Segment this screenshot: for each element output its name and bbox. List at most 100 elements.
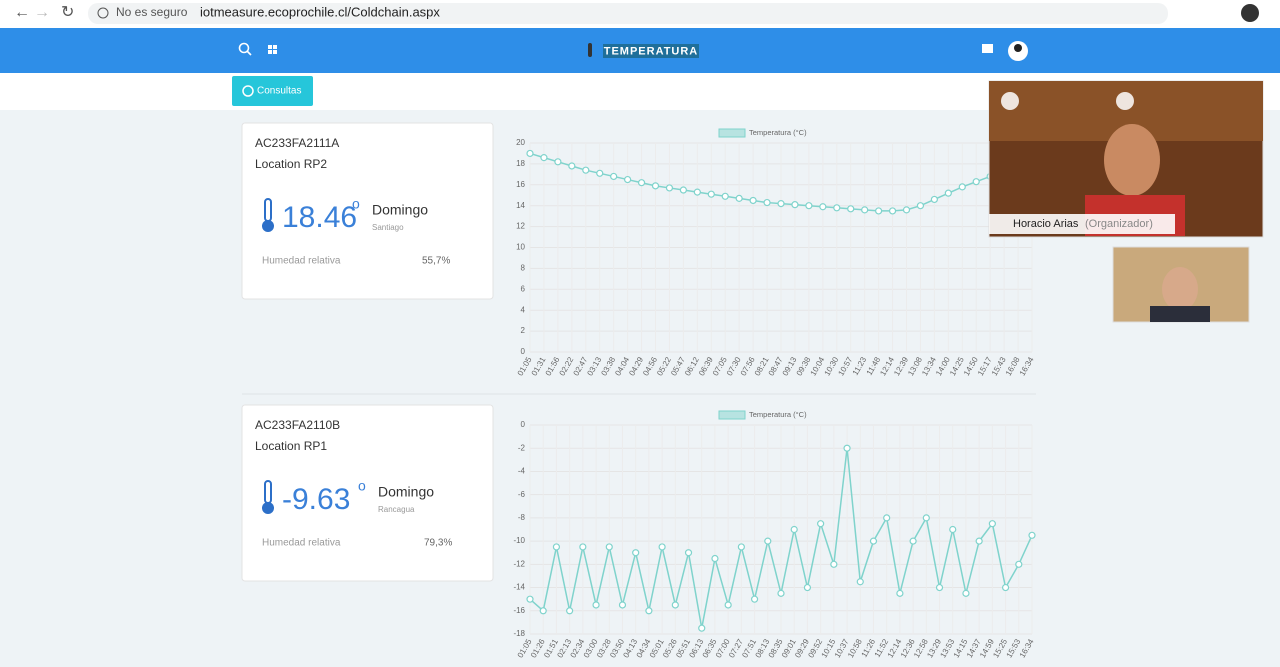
data-point: [930, 195, 938, 204]
search-icon[interactable]: [238, 42, 250, 54]
data-point: [554, 158, 562, 166]
data-point: [896, 589, 904, 597]
data-point: [610, 172, 618, 181]
degree: o: [358, 478, 366, 494]
legend-label: Temperatura (°C): [749, 128, 807, 137]
data-point: [875, 207, 883, 215]
data-point: [777, 200, 785, 208]
degree: o: [352, 196, 360, 212]
y-tick-label: 6: [521, 284, 526, 293]
data-point: [935, 583, 944, 592]
notification-icon[interactable]: [982, 44, 993, 53]
data-point: [958, 183, 966, 191]
reload-button[interactable]: ↻: [61, 4, 74, 21]
consultas-icon: [242, 85, 254, 97]
data-point: [777, 589, 785, 597]
data-point: [707, 190, 715, 198]
data-point: [830, 560, 838, 568]
data-point: [764, 537, 772, 545]
consultas-label: Consultas: [257, 86, 301, 97]
device-card: AC233FA2110B Location RP1 -9.63 o Doming…: [241, 404, 494, 582]
city: Santiago: [372, 223, 404, 232]
y-tick-label: 10: [516, 243, 525, 252]
data-point: [944, 189, 952, 197]
video-overlay: Horacio Arias (Organizador): [988, 80, 1264, 323]
humidity: 79,3%: [424, 538, 452, 549]
device-id: AC233FA2111A: [255, 136, 339, 150]
data-point: [618, 601, 627, 609]
data-point: [909, 537, 917, 545]
consultas-button[interactable]: [232, 76, 313, 106]
city: Rancagua: [378, 505, 415, 514]
data-point: [869, 537, 878, 545]
forward-button[interactable]: →: [34, 4, 50, 21]
data-point: [1015, 560, 1023, 568]
video-shirt-2: [1150, 306, 1210, 322]
legend-swatch: [718, 410, 746, 420]
data-point: [568, 162, 576, 170]
data-point: [605, 543, 613, 551]
pin-button[interactable]: [1116, 92, 1134, 110]
y-tick-label: 12: [516, 222, 525, 231]
grid-icon[interactable]: [268, 45, 277, 54]
data-point: [1028, 531, 1036, 539]
day: Domingo: [372, 202, 428, 218]
y-tick-label: -18: [513, 629, 525, 638]
data-point: [526, 595, 534, 603]
data-point: [763, 198, 771, 207]
data-point: [735, 194, 743, 202]
participant-name: Horacio Arias: [1013, 218, 1079, 230]
address-bar[interactable]: [88, 3, 1168, 24]
data-point: [566, 607, 574, 615]
url: iotmeasure.ecoprochile.cl/Coldchain.aspx: [200, 4, 440, 19]
data-point: [651, 182, 660, 190]
data-point: [805, 202, 813, 210]
legend-label: Temperatura (°C): [749, 410, 807, 419]
data-point: [833, 204, 841, 212]
caption-bar: [989, 214, 1175, 234]
data-point: [750, 595, 759, 603]
video-person-2: [1162, 267, 1198, 311]
data-point: [1001, 583, 1010, 592]
data-point: [526, 149, 534, 158]
back-button[interactable]: ←: [14, 4, 30, 21]
y-tick-label: 4: [521, 305, 526, 314]
data-point: [902, 206, 911, 214]
y-tick-label: 18: [516, 159, 525, 168]
data-point: [847, 205, 855, 213]
x-tick-label: 16:34: [1018, 637, 1036, 659]
data-point: [819, 203, 827, 211]
device-location: Location RP1: [255, 439, 327, 453]
video-person: [1104, 124, 1160, 196]
data-point: [962, 589, 970, 597]
data-point: [711, 554, 719, 563]
y-tick-label: 16: [516, 180, 525, 189]
temperature: 18.46: [282, 201, 357, 234]
app-title: TEMPERATURA: [604, 45, 699, 57]
data-point: [817, 520, 825, 528]
data-point: [679, 186, 687, 194]
data-point: [693, 188, 701, 196]
y-tick-label: -6: [518, 490, 526, 499]
data-point: [883, 514, 891, 522]
data-point: [922, 514, 930, 522]
collapse-button[interactable]: [1001, 92, 1019, 110]
y-tick-label: 0: [521, 347, 526, 356]
device-id: AC233FA2110B: [255, 418, 340, 432]
data-point: [790, 525, 798, 534]
day: Domingo: [378, 484, 434, 500]
data-point: [698, 624, 706, 632]
data-point: [972, 178, 980, 186]
profile-avatar[interactable]: [1241, 4, 1259, 22]
y-tick-label: -16: [513, 606, 525, 615]
data-point: [916, 202, 925, 210]
x-tick-label: 16:34: [1018, 355, 1036, 377]
data-point: [737, 543, 745, 551]
data-point: [724, 601, 732, 609]
data-point: [624, 175, 632, 184]
data-point: [684, 549, 693, 557]
data-point: [843, 444, 851, 452]
device-card: AC233FA2111A Location RP2 18.46 o Doming…: [241, 122, 494, 300]
